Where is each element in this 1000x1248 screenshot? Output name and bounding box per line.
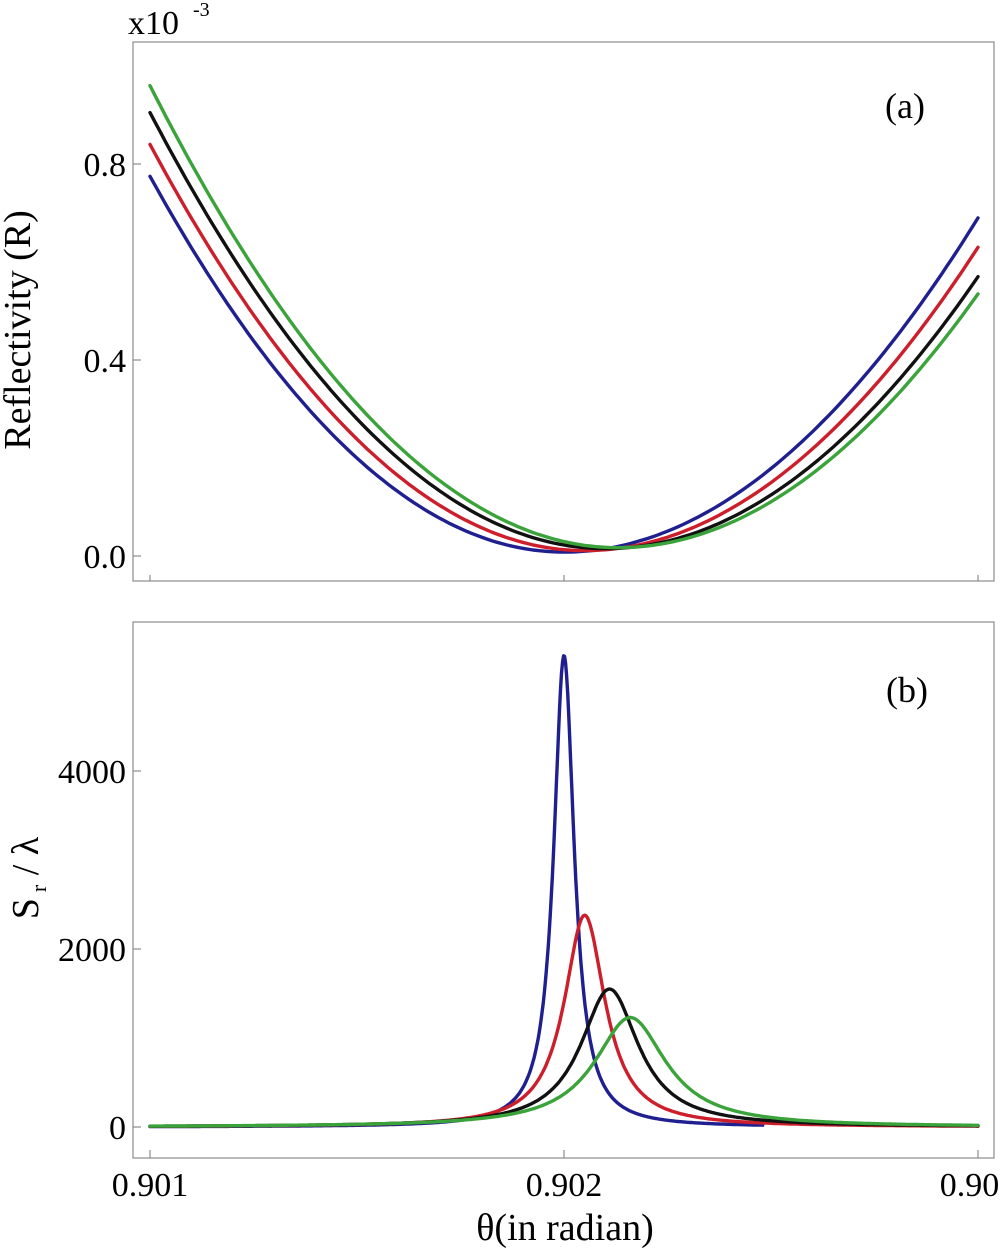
panel-b-xtick-label: 0.902 bbox=[526, 1167, 603, 1204]
panel-b-ytick-label: 2000 bbox=[58, 932, 126, 969]
panel-a-curves bbox=[148, 83, 980, 554]
panel-a-ticks: 0.0 0.4 0.8 bbox=[84, 147, 979, 581]
panel-a-series-red bbox=[148, 142, 980, 553]
panel-b: 0 2000 4000 0.901 0.902 0.903 Sr / λ (b) θ(in… bbox=[5, 621, 1000, 1248]
panel-b-ticks: 0 2000 4000 0.901 0.902 0.903 bbox=[58, 754, 1000, 1204]
panel-a-ytick-label: 0.8 bbox=[84, 147, 127, 184]
panel-b-ytick-label: 0 bbox=[109, 1110, 126, 1147]
panel-b-xtick-label: 0.901 bbox=[112, 1167, 189, 1204]
x-axis-title: θ(in radian) bbox=[476, 1207, 654, 1248]
panel-b-xtick-label: 0.903 bbox=[940, 1167, 1000, 1204]
panel-a: 0.0 0.4 0.8 x10 -3 Reflectivity (R) (a) bbox=[0, 0, 995, 582]
panel-a-series-blue bbox=[148, 174, 980, 554]
panel-b-curves bbox=[148, 654, 980, 1129]
panel-a-ytick-label: 0.4 bbox=[84, 343, 127, 380]
y-axis-title-b-main: S bbox=[5, 898, 47, 919]
y-multiplier-base: x10 bbox=[128, 5, 179, 42]
y-axis-title-b-tail: / λ bbox=[5, 836, 47, 885]
panel-a-frame bbox=[132, 41, 995, 582]
panel-label-b: (b) bbox=[886, 670, 928, 710]
panel-a-series-black bbox=[148, 110, 980, 551]
y-axis-title-a: Reflectivity (R) bbox=[0, 210, 39, 450]
y-axis-title-b: Sr / λ bbox=[5, 836, 51, 919]
panel-b-ytick-label: 4000 bbox=[58, 754, 126, 791]
y-multiplier-exponent: -3 bbox=[193, 0, 210, 21]
panel-a-ytick-label: 0.0 bbox=[84, 539, 127, 576]
panel-b-series-blue bbox=[148, 654, 765, 1129]
panel-label-a: (a) bbox=[885, 86, 925, 126]
panel-b-series-green bbox=[148, 1015, 980, 1128]
y-axis-title-b-sub: r bbox=[26, 884, 51, 892]
panel-a-series-green bbox=[148, 83, 980, 550]
